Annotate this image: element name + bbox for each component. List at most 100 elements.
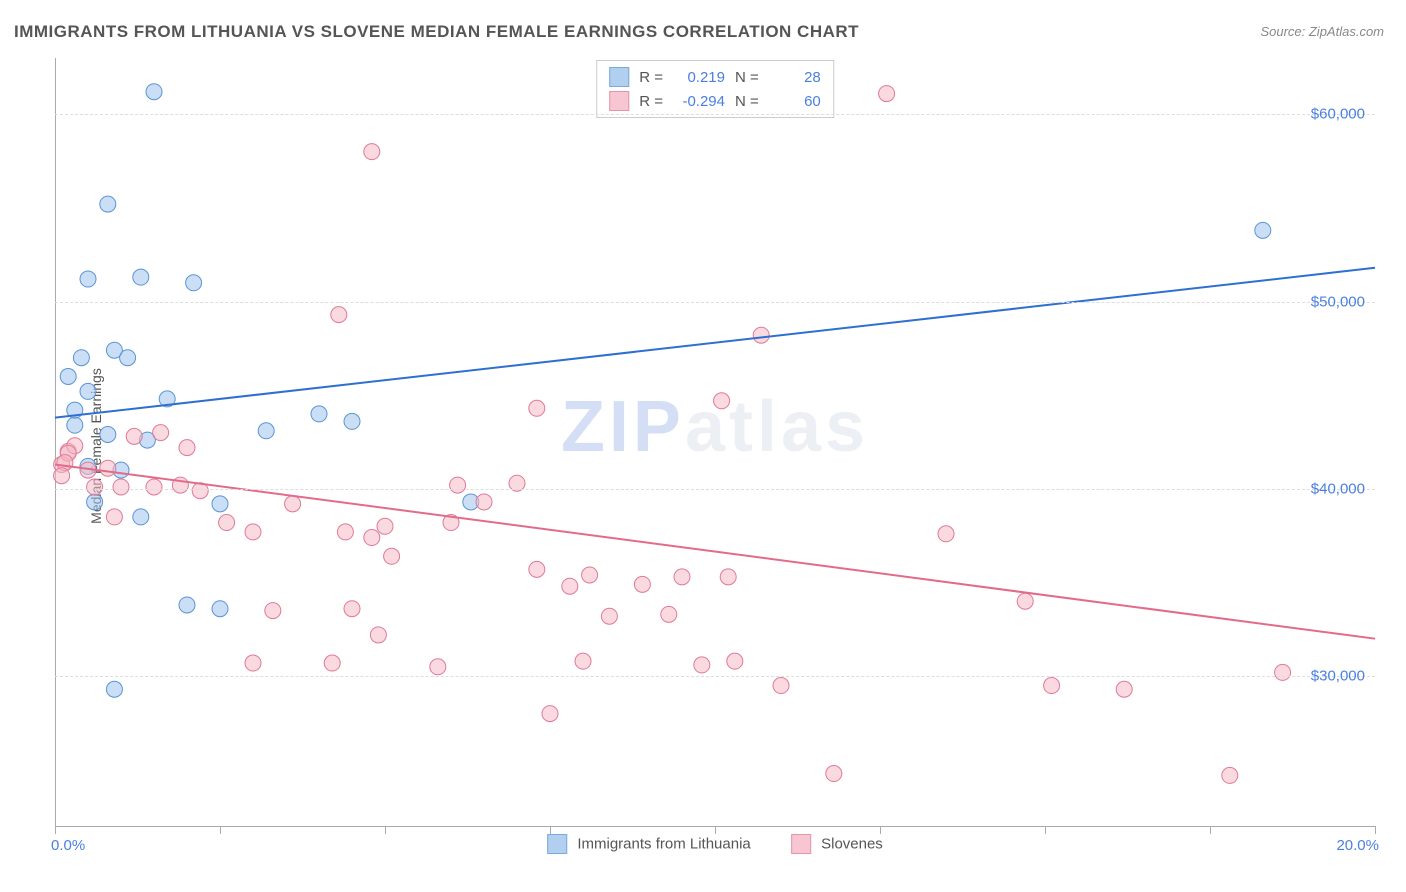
legend-label-1: Immigrants from Lithuania <box>577 836 750 853</box>
data-point <box>258 423 274 439</box>
data-point <box>179 440 195 456</box>
x-tick <box>1375 826 1376 834</box>
data-point <box>344 601 360 617</box>
data-point <box>331 307 347 323</box>
legend-label-2: Slovenes <box>821 836 883 853</box>
data-point <box>694 657 710 673</box>
data-point <box>364 144 380 160</box>
data-point <box>212 601 228 617</box>
y-tick-label: $50,000 <box>1311 293 1365 310</box>
legend-item-2: Slovenes <box>791 835 883 852</box>
data-point <box>370 627 386 643</box>
data-point <box>87 479 103 495</box>
data-point <box>337 524 353 540</box>
data-point <box>773 678 789 694</box>
x-tick <box>1045 826 1046 834</box>
data-point <box>542 706 558 722</box>
data-point <box>938 526 954 542</box>
x-tick <box>1210 826 1211 834</box>
n-value-1: 28 <box>769 69 821 86</box>
data-point <box>245 655 261 671</box>
data-point <box>529 561 545 577</box>
data-point <box>1044 678 1060 694</box>
legend-row-1: R = 0.219 N = 28 <box>605 65 825 89</box>
data-point <box>634 576 650 592</box>
data-point <box>1275 664 1291 680</box>
regression-line <box>55 464 1375 638</box>
data-point <box>60 368 76 384</box>
data-point <box>285 496 301 512</box>
data-point <box>450 477 466 493</box>
chart-title: IMMIGRANTS FROM LITHUANIA VS SLOVENE MED… <box>14 22 859 42</box>
r-value-2: -0.294 <box>673 93 725 110</box>
data-point <box>582 567 598 583</box>
legend-row-2: R = -0.294 N = 60 <box>605 89 825 113</box>
data-point <box>106 509 122 525</box>
data-point <box>80 383 96 399</box>
x-tick <box>220 826 221 834</box>
data-point <box>601 608 617 624</box>
legend-item-1: Immigrants from Lithuania <box>547 835 755 852</box>
data-point <box>714 393 730 409</box>
data-point <box>529 400 545 416</box>
gridline <box>55 489 1375 490</box>
data-point <box>186 275 202 291</box>
data-point <box>133 269 149 285</box>
data-point <box>179 597 195 613</box>
data-point <box>100 196 116 212</box>
data-point <box>245 524 261 540</box>
data-point <box>67 417 83 433</box>
swatch-series2 <box>609 91 629 111</box>
y-tick-label: $30,000 <box>1311 668 1365 685</box>
data-point <box>100 460 116 476</box>
data-point <box>153 425 169 441</box>
data-point <box>344 413 360 429</box>
data-point <box>674 569 690 585</box>
data-point <box>106 681 122 697</box>
data-point <box>562 578 578 594</box>
data-point <box>430 659 446 675</box>
data-point <box>1116 681 1132 697</box>
x-tick <box>715 826 716 834</box>
data-point <box>324 655 340 671</box>
correlation-legend: R = 0.219 N = 28 R = -0.294 N = 60 <box>596 60 834 118</box>
data-point <box>826 766 842 782</box>
data-point <box>727 653 743 669</box>
gridline <box>55 676 1375 677</box>
series-legend: Immigrants from Lithuania Slovenes <box>529 834 901 854</box>
data-point <box>126 428 142 444</box>
r-value-1: 0.219 <box>673 69 725 86</box>
data-point <box>364 530 380 546</box>
data-point <box>661 606 677 622</box>
data-point <box>879 86 895 102</box>
x-tick <box>880 826 881 834</box>
data-point <box>265 603 281 619</box>
regression-line <box>55 268 1375 418</box>
data-point <box>146 479 162 495</box>
data-point <box>212 496 228 512</box>
gridline <box>55 114 1375 115</box>
plot-area: ZIPatlas R = 0.219 N = 28 R = -0.294 N =… <box>55 58 1375 827</box>
data-point <box>753 327 769 343</box>
data-point <box>133 509 149 525</box>
scatter-svg <box>55 58 1375 826</box>
data-point <box>113 479 129 495</box>
n-value-2: 60 <box>769 93 821 110</box>
x-max-label: 20.0% <box>1336 837 1379 854</box>
data-point <box>1222 767 1238 783</box>
data-point <box>54 468 70 484</box>
x-tick <box>385 826 386 834</box>
data-point <box>384 548 400 564</box>
swatch-series1 <box>609 67 629 87</box>
x-tick <box>550 826 551 834</box>
data-point <box>377 518 393 534</box>
data-point <box>120 350 136 366</box>
chart-container: IMMIGRANTS FROM LITHUANIA VS SLOVENE MED… <box>0 0 1406 892</box>
source-label: Source: ZipAtlas.com <box>1260 24 1384 39</box>
data-point <box>1255 222 1271 238</box>
swatch-bottom-2 <box>791 834 811 854</box>
gridline <box>55 302 1375 303</box>
data-point <box>476 494 492 510</box>
data-point <box>720 569 736 585</box>
data-point <box>575 653 591 669</box>
